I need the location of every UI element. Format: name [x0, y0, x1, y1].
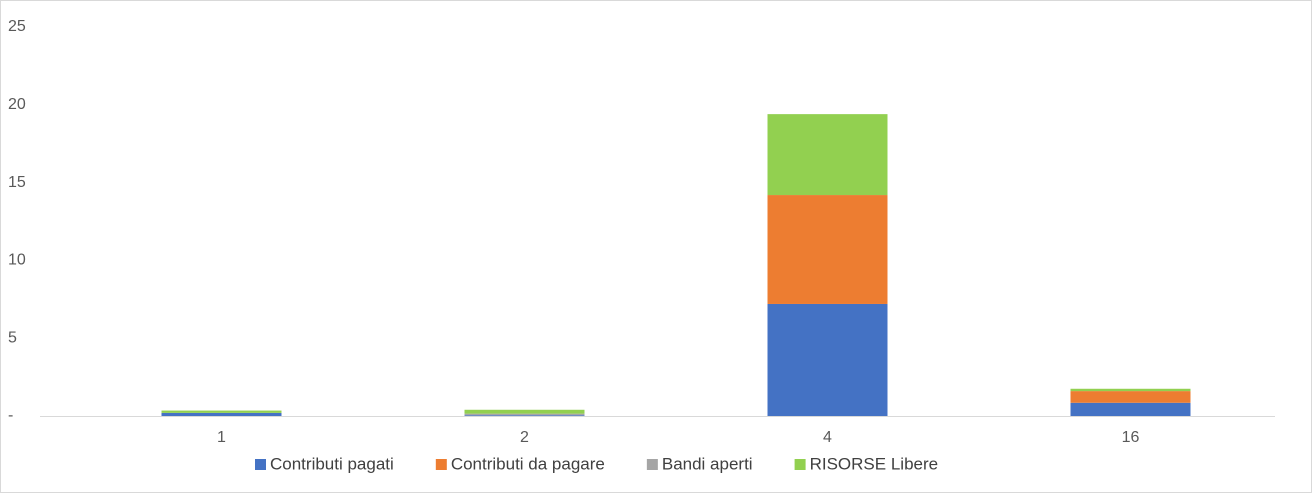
bar-segment	[161, 410, 282, 413]
bar-segment	[1070, 391, 1191, 403]
bar-segment	[1070, 402, 1191, 416]
legend-label: Contributi da pagare	[451, 454, 605, 473]
bar-segment	[464, 409, 585, 414]
y-tick-label: 20	[8, 96, 26, 113]
bar-segment	[1070, 388, 1191, 392]
legend-label: RISORSE Libere	[810, 454, 939, 473]
legend-swatch	[794, 459, 806, 470]
y-tick-label: 15	[8, 174, 26, 191]
y-tick-label: -	[8, 407, 13, 424]
x-tick-label: 1	[217, 429, 226, 446]
bar-segment	[767, 303, 888, 416]
bar-segment	[464, 415, 585, 416]
x-tick-label: 16	[1122, 429, 1140, 446]
y-tick-label: 5	[8, 329, 17, 346]
y-tick-label: 25	[8, 18, 26, 35]
bar-segment	[161, 412, 282, 416]
x-tick-label: 4	[823, 429, 832, 446]
y-tick-label: 10	[8, 252, 26, 269]
legend-swatch	[255, 459, 266, 470]
bar-segment	[767, 114, 888, 196]
legend-swatch	[435, 459, 447, 470]
bar-segment	[767, 195, 888, 304]
x-tick-label: 2	[520, 429, 529, 446]
bar-segment	[464, 413, 585, 416]
legend-label: Contributi pagati	[270, 454, 394, 473]
legend-swatch	[646, 459, 658, 470]
legend-label: Bandi aperti	[662, 454, 753, 473]
